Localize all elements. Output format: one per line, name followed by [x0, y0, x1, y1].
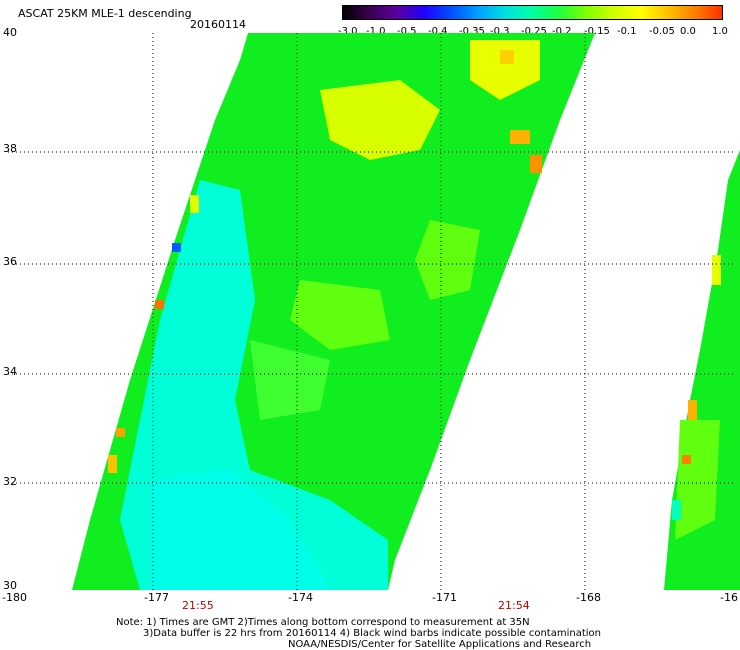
swath-right-orange	[688, 400, 697, 420]
lat-label-34: 34	[3, 365, 17, 378]
note-line-1: Note: 1) Times are GMT 2)Times along bot…	[116, 617, 530, 628]
colorbar-tick-label: -0.1	[617, 26, 637, 37]
product-title: ASCAT 25KM MLE-1 descending	[18, 7, 192, 20]
lon-label-174: -174	[288, 591, 313, 604]
swath-orange-cell	[530, 155, 542, 173]
swath-blue-cell	[172, 243, 181, 252]
swath-light-patch	[415, 220, 480, 300]
colorbar-tick-label: 1.0	[712, 26, 728, 37]
swath-right-light	[675, 420, 720, 540]
lon-label-171: -171	[432, 591, 457, 604]
lon-label-165: -16	[720, 591, 738, 604]
colorbar-tick-label: -0.3	[490, 26, 510, 37]
note-line-3: NOAA/NESDIS/Center for Satellite Applica…	[288, 639, 592, 650]
colorbar-tick-label: -0.35	[459, 26, 485, 37]
swath-yellow-patch	[470, 40, 540, 100]
swath-orange-cell	[155, 300, 164, 309]
swath-light-patch	[250, 340, 330, 420]
colorbar-tick-label: -0.2	[552, 26, 572, 37]
swath-right-orange	[682, 455, 691, 464]
colorbar-labels: -3.0 -1.0 -0.5 -0.4 -0.35 -0.3 -0.25 -0.2 -0.15-…	[320, 26, 740, 38]
swath-orange-cell	[510, 130, 530, 144]
swath-right-yellow	[712, 255, 721, 285]
lon-label-168: -168	[576, 591, 601, 604]
colorbar-tick-label: -0.15	[584, 26, 610, 37]
swath-orange-cell	[500, 50, 514, 64]
lat-label-38: 38	[3, 142, 17, 155]
lat-label-32: 32	[3, 475, 17, 488]
swath-right-cyan	[672, 500, 681, 520]
colorbar-tick-label: -0.4	[428, 26, 448, 37]
lon-label-180: -180	[2, 591, 27, 604]
swath-orange-cell	[116, 428, 125, 437]
lat-label-40: 40	[3, 26, 17, 39]
swath-cyan-core	[150, 470, 330, 590]
lat-label-36: 36	[3, 255, 17, 268]
swath-light-patch	[290, 280, 390, 350]
time-label-2: 21:54	[498, 599, 530, 612]
colorbar-tick-label: -1.0	[366, 26, 386, 37]
colorbar-tick-label: -0.25	[521, 26, 547, 37]
colorbar-tick-label: 0.0	[680, 26, 696, 37]
swath-yellow-patch	[320, 80, 440, 160]
lon-label-177: -177	[144, 591, 169, 604]
note-line-2: 3)Data buffer is 22 hrs from 20160114 4)…	[143, 628, 601, 639]
colorbar-tick-label: -0.5	[397, 26, 417, 37]
swath-orange-cell	[108, 455, 117, 473]
product-date: 20160114	[190, 18, 246, 31]
colorbar	[342, 5, 723, 20]
colorbar-tick-label: -0.05	[649, 26, 675, 37]
colorbar-tick-label: -3.0	[338, 26, 358, 37]
lat-label-30: 30	[3, 579, 17, 592]
time-label-1: 21:55	[182, 599, 214, 612]
swath-yellow-cell	[190, 195, 199, 213]
